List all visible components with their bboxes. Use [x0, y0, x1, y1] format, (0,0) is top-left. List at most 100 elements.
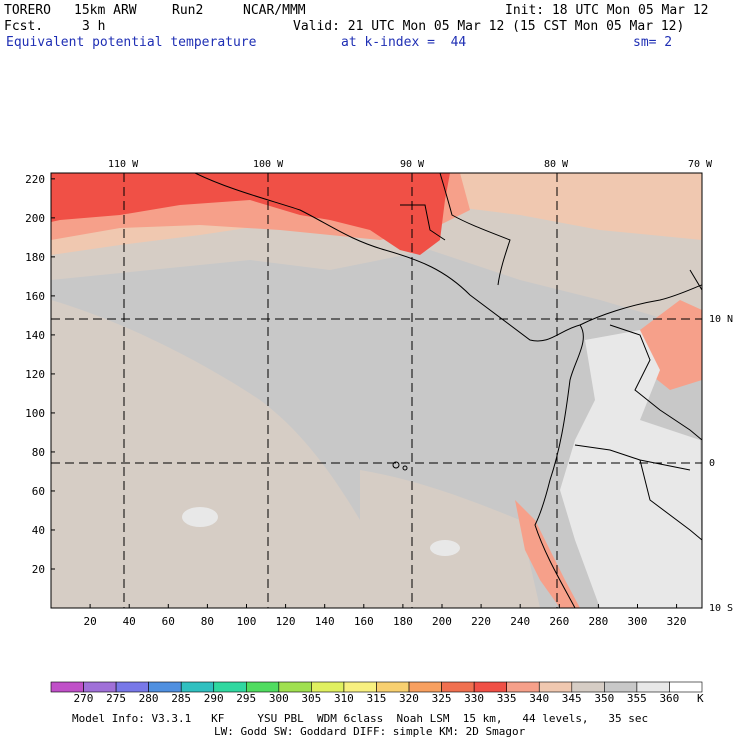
colorbar-label: 310: [333, 692, 354, 705]
colorbar-label: 285: [171, 692, 192, 705]
field-neutral-west: [51, 300, 360, 608]
axis-ticks: 20 40 60 80 100 120 140 160 180 200 220 20 40 60 80 100…: [25, 173, 686, 628]
lon-label: 70 W: [688, 159, 713, 170]
colorbar-label: 280: [138, 692, 159, 705]
colorbar-swatch: [50, 681, 84, 693]
galapagos-island: [402, 465, 408, 471]
colorbar-label: 295: [236, 692, 257, 705]
galapagos-island: [392, 461, 400, 469]
field-title: Equivalent potential temperature: [6, 35, 257, 50]
y-tick-label: 100: [25, 407, 45, 420]
x-tick-label: 160: [354, 615, 374, 628]
x-tick-label: 60: [162, 615, 175, 628]
colorbar-label: 350: [594, 692, 615, 705]
colorbar-swatch: [180, 681, 215, 693]
border-ecuador: [574, 444, 691, 471]
model-info: Model Info: V3.3.1 KF YSU PBL WDM 6class…: [72, 712, 649, 725]
forecast-hour: 3 h: [82, 19, 106, 34]
model-resolution: 15km ARW: [74, 3, 137, 18]
y-tick-label: 20: [32, 563, 45, 576]
organization: NCAR/MMM: [243, 3, 306, 18]
colorbar-label: 290: [203, 692, 224, 705]
coastline-caribbean: [689, 269, 702, 291]
x-tick-label: 260: [549, 615, 569, 628]
colorbar-swatch: [278, 681, 312, 693]
colorbar-label: 345: [561, 692, 582, 705]
graticule: [51, 173, 702, 608]
init-time: Init: 18 UTC Mon 05 Mar 12: [505, 3, 709, 18]
x-tick-label: 280: [588, 615, 608, 628]
y-tick-label: 140: [25, 329, 45, 342]
x-tick-label: 220: [471, 615, 491, 628]
field-neutral-south: [360, 470, 540, 608]
field-shading: [51, 173, 702, 608]
y-tick-label: 220: [25, 173, 45, 186]
colorbar-swatch: [604, 681, 638, 693]
colorbar-swatch: [669, 681, 703, 693]
colorbar-swatch: [148, 681, 182, 693]
forecast-label: Fcst.: [4, 19, 44, 34]
x-tick-label: 200: [432, 615, 452, 628]
colorbar-swatch: [83, 681, 117, 693]
field-very-warm-north: [51, 173, 450, 255]
y-tick-label: 40: [32, 524, 45, 537]
lat-label: 10 N: [709, 314, 734, 325]
valid-time: Valid: 21 UTC Mon 05 Mar 12 (15 CST Mon …: [293, 19, 685, 34]
coastline-south-america: [534, 324, 584, 608]
field-warm-coast: [515, 500, 580, 608]
colorbar-label: 330: [464, 692, 485, 705]
x-tick-label: 100: [237, 615, 257, 628]
x-tick-label: 240: [510, 615, 530, 628]
y-tick-label: 60: [32, 485, 45, 498]
colorbar-label: 300: [268, 692, 289, 705]
colorbar-swatch: [376, 681, 410, 693]
colorbar-swatch: [538, 681, 573, 693]
model-name: TORERO: [4, 3, 51, 18]
colorbar-swatch: [115, 681, 149, 693]
colorbar-label: 340: [529, 692, 550, 705]
physics-info: LW: Godd SW: Goddard DIFF: simple KM: 2D…: [214, 725, 526, 738]
colorbar-swatch: [636, 681, 670, 693]
colorbar-label: 320: [399, 692, 419, 705]
colorbar-label: 360: [659, 692, 680, 705]
colorbar-label: 325: [431, 692, 452, 705]
field-cold-interior: [560, 330, 702, 608]
lat-label: 0: [709, 458, 716, 469]
plot-frame: [50, 172, 703, 609]
colorbar-label: 305: [301, 692, 322, 705]
y-tick-label: 160: [25, 290, 45, 303]
field-cold-patch-2: [430, 540, 460, 556]
colorbar-label: 355: [626, 692, 647, 705]
lon-label: 100 W: [253, 159, 284, 170]
colorbar-swatch: [246, 681, 280, 693]
x-tick-label: 80: [201, 615, 214, 628]
border-peru: [639, 459, 702, 541]
field-cold-patch-1: [182, 507, 218, 527]
x-tick-label: 20: [83, 615, 96, 628]
x-tick-label: 140: [315, 615, 335, 628]
colorbar-unit: K: [697, 692, 704, 705]
y-tick-label: 180: [25, 251, 45, 264]
colorbar-label: 335: [496, 692, 517, 705]
lon-label: 110 W: [108, 159, 139, 170]
lon-label: 80 W: [544, 159, 569, 170]
coastline-yucatan: [439, 173, 511, 286]
lon-label: 90 W: [400, 159, 425, 170]
colorbar-swatch: [213, 681, 247, 693]
coastline-central-america: [194, 173, 702, 342]
y-tick-label: 80: [32, 446, 45, 459]
coastlines: [194, 173, 702, 608]
x-tick-label: 40: [123, 615, 136, 628]
lat-label: 10 S: [709, 603, 734, 614]
smoothing-label: sm= 2: [633, 35, 673, 50]
y-tick-label: 120: [25, 368, 45, 381]
colorbar-swatch: [408, 681, 442, 693]
x-tick-label: 300: [628, 615, 648, 628]
colorbar-swatch: [571, 681, 605, 693]
colorbar-swatch: [473, 681, 507, 693]
colorbar-swatch: [441, 681, 475, 693]
colorbar-swatch: [311, 681, 345, 693]
level-label: at k-index = 44: [341, 35, 467, 50]
x-tick-label: 320: [667, 615, 687, 628]
